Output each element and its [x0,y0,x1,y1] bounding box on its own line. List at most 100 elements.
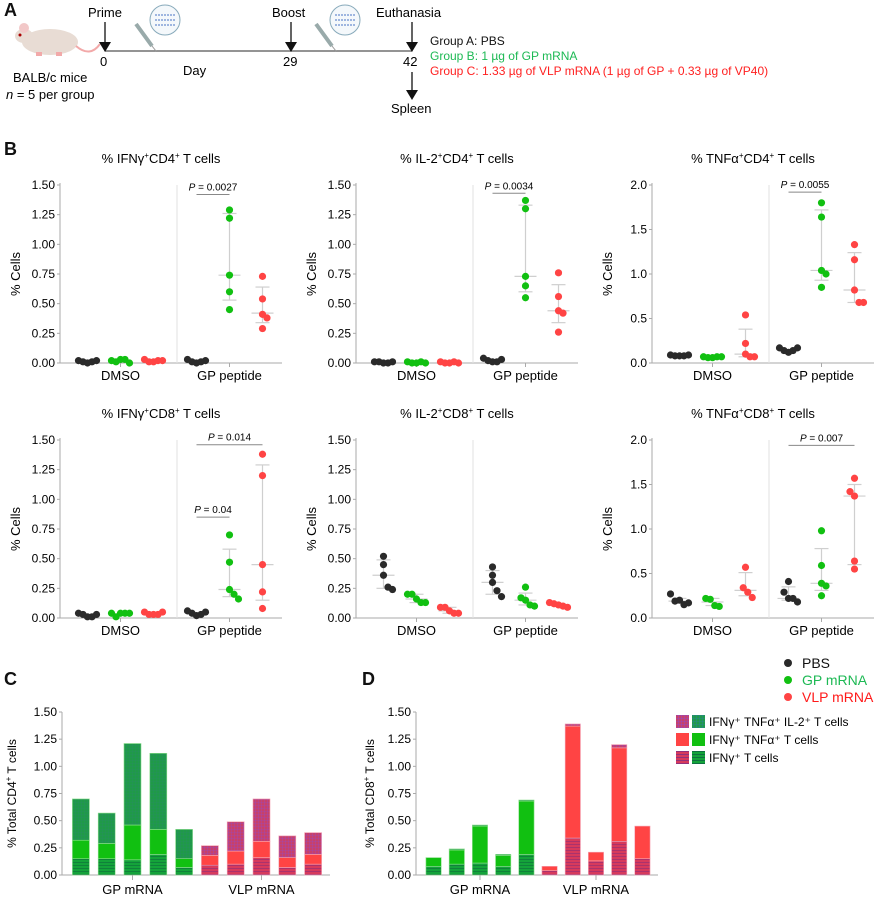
x-tick-label: GP peptide [493,623,558,638]
arrow-down-icon [406,22,418,52]
day-label-0: 0 [100,54,107,69]
data-point-gp-mrna [706,595,714,603]
x-tick-label: GP mRNA [102,882,163,897]
data-point-gp-mrna [225,306,234,314]
x-tick-label: DMSO [397,623,436,638]
bar-segment-triple [472,824,488,827]
bar-segment-ifng [541,870,558,876]
y-tick-label: 0.5 [630,567,647,581]
x-tick-label: GP peptide [789,368,854,383]
y-axis-label: % Cells [304,506,319,551]
panel-label-b: B [4,139,17,159]
p-value-label: P = 0.0034 [485,181,534,192]
bar-segment-triple [304,832,322,855]
bar-segment-ifng-tnfa [201,855,219,866]
legend-label-single: IFNγ⁺ T cells [709,751,778,765]
bar-segment-ifng-tnfa [495,855,512,867]
p-value-label: P = 0.007 [800,433,844,444]
y-tick-label: 1.00 [328,492,352,506]
data-point-vlp-mrna [850,256,859,264]
data-point-vlp-mrna [850,565,859,573]
p-value-label: P = 0.0027 [189,182,238,193]
y-tick-label: 0.75 [328,267,352,281]
arrow-down-icon [99,22,111,52]
scatter-chart-ifng-cd4: % IFNγ+CD4+ T cells 0.00 0.25 0.50 0.75 1.00 1… [8,151,282,383]
y-axis-label: % Cells [304,251,319,296]
y-tick-label: 0.00 [388,868,412,882]
bar-segment-ifng [226,863,245,876]
data-point-vlp-mrna [850,474,859,482]
y-axis-label: % Cells [600,506,615,551]
legend-item-pbs: PBS [784,655,830,671]
x-tick-label: GP peptide [197,368,262,383]
pattern-legend: IFNγ⁺ TNFα⁺ IL-2⁺ T cells IFNγ⁺ TNFα⁺ T … [676,715,849,765]
event-label-boost: Boost [272,5,306,20]
data-point-vlp-mrna [258,604,267,613]
data-point-gp-mrna [817,527,826,535]
scatter-chart-il2-cd8: % IL-2+CD8+ T cells 0.00 0.25 0.50 0.75 1.00 1… [304,406,578,638]
y-tick-label: 1.50 [328,433,352,447]
data-point-vlp-mrna [258,588,267,596]
bar-segment-ifng [97,858,116,876]
bar-segment-triple [123,743,142,826]
y-tick-label: 0.00 [32,611,56,625]
bar-segment-ifng-tnfa [149,829,168,855]
bar-segment-ifng [201,864,219,876]
y-tick-label: 0.25 [328,581,352,595]
bar-segment-triple [448,848,465,851]
data-point-vlp-mrna [559,309,567,317]
data-point-pbs [92,357,101,365]
data-point-gp-mrna [521,596,530,604]
legend-item-gp-mrna: GP mRNA [784,672,868,688]
legend-label-double: IFNγ⁺ TNFα⁺ T cells [709,733,818,747]
bar-segment-triple [611,744,628,749]
event-label-prime: Prime [88,5,122,20]
bar-segment-ifng [634,858,651,876]
legend-item-triple-positive: IFNγ⁺ TNFα⁺ IL-2⁺ T cells [676,715,849,729]
data-point-vlp-mrna [744,588,752,596]
data-point-vlp-mrna [748,593,756,602]
data-point-pbs [388,585,397,594]
bar-segment-ifng [278,867,297,876]
data-point-vlp-mrna [850,557,859,565]
bar-segment-ifng-tnfa [252,841,271,858]
data-point-pbs [379,571,388,579]
chart-title: % TNFα+CD8+ T cells [691,406,815,421]
bar-segment-ifng-tnfa [123,824,142,861]
data-point-vlp-mrna [741,311,750,319]
bar-segment-ifng-tnfa [472,825,488,864]
bar-segment-ifng-tnfa [425,857,442,867]
data-point-gp-mrna [715,602,723,611]
bar-segment-ifng-tnfa [564,725,581,839]
y-tick-label: 2.0 [630,433,647,447]
data-point-gp-mrna [225,288,234,296]
data-point-gp-mrna [230,590,238,598]
bar-segment-ifng [472,862,488,876]
stacked-bar-chart-cd4: 0.00 0.25 0.50 0.75 1.00 1.25 1.50 % Total CD4+… [4,705,330,897]
bar-segment-ifng [518,854,535,876]
data-point-gp-mrna [225,531,234,539]
y-tick-label: 0.25 [34,841,58,855]
bar-segment-ifng-tnfa [448,849,465,865]
panel-label-d: D [362,669,375,689]
data-point-gp-mrna [234,595,243,603]
y-tick-label: 0.25 [32,326,56,340]
legend-dot-pbs [784,659,792,667]
bar-segment-ifng [495,866,512,876]
y-tick-label: 0.50 [328,297,352,311]
data-point-vlp-mrna [850,286,859,294]
data-point-gp-mrna [521,583,530,591]
legend-swatch-gp-solid [692,733,705,746]
group-size-label: n = 5 per group [6,87,95,102]
arrow-down-icon [285,22,297,52]
x-tick-label: DMSO [693,368,732,383]
legend-dot-vlp-mrna [784,693,792,701]
data-point-gp-mrna [521,205,530,213]
y-tick-label: 0.5 [630,312,647,326]
y-tick-label: 0.00 [32,356,56,370]
bar-segment-triple [72,798,90,841]
data-point-pbs [780,588,788,596]
bar-segment-ifng-tnfa [72,839,90,860]
data-point-pbs [793,598,802,606]
bar-segment-triple [226,821,245,852]
